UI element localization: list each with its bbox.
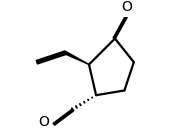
Text: O: O bbox=[38, 115, 49, 129]
Polygon shape bbox=[65, 52, 89, 64]
Text: O: O bbox=[121, 0, 132, 14]
